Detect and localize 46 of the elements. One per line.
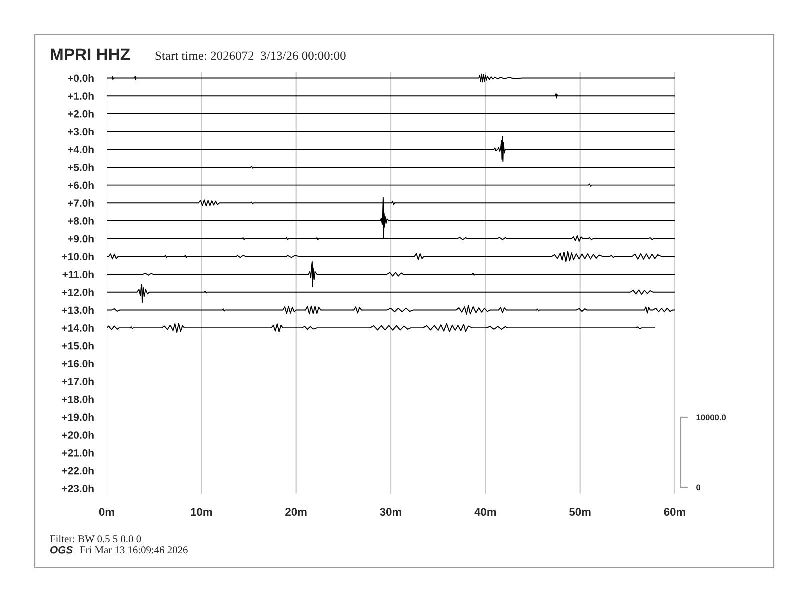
y-tick-label: +1.0h bbox=[68, 92, 94, 100]
y-tick-label: +8.0h bbox=[68, 217, 94, 225]
y-tick-label: +15.0h bbox=[62, 342, 94, 350]
line-series bbox=[107, 305, 675, 315]
y-tick-label: +16.0h bbox=[62, 360, 94, 368]
y-tick-label: +14.0h bbox=[62, 324, 94, 332]
y-tick-label: +12.0h bbox=[62, 288, 94, 296]
y-tick-label: +10.0h bbox=[62, 252, 94, 261]
x-tick-label: 30m bbox=[380, 508, 402, 516]
y-tick-label: +5.0h bbox=[68, 164, 94, 172]
x-tick-label: 0m bbox=[99, 508, 114, 516]
line-series bbox=[107, 284, 675, 304]
text: Filter: BW 0.5 5 0.0 0 bbox=[50, 535, 142, 543]
line-series bbox=[107, 197, 675, 238]
y-tick-label: +17.0h bbox=[62, 378, 94, 386]
y-tick-label: +2.0h bbox=[68, 110, 94, 118]
chart-title: MPRI HHZ bbox=[51, 48, 130, 60]
x-tick-label: 50m bbox=[570, 508, 591, 516]
y-tick-label: +13.0h bbox=[62, 306, 94, 314]
y-tick-label: +23.0h bbox=[62, 484, 94, 493]
y-tick-label: +21.0h bbox=[62, 449, 94, 457]
line-series bbox=[107, 136, 675, 163]
y-tick-label: +6.0h bbox=[68, 182, 94, 190]
y-tick-label: +19.0h bbox=[62, 414, 94, 422]
y-tick-label: +7.0h bbox=[68, 199, 94, 208]
line-series bbox=[107, 251, 675, 262]
y2-tick-label: 10000.0 bbox=[696, 414, 726, 421]
x-tick-label: 40m bbox=[474, 508, 496, 516]
chart-subtitle: Start time: 2026072 3/13/26 00:00:00 bbox=[156, 52, 346, 60]
y-tick-label: +0.0h bbox=[68, 74, 94, 82]
y-tick-label: +3.0h bbox=[68, 128, 94, 136]
y-tick-label: +11.0h bbox=[62, 270, 94, 278]
y-tick-label: +18.0h bbox=[62, 396, 94, 404]
line-series bbox=[107, 262, 675, 288]
y-tick-label: +4.0h bbox=[68, 146, 94, 154]
line-series bbox=[107, 74, 675, 83]
x-tick-label: 10m bbox=[191, 508, 212, 516]
x-tick-label: 60m bbox=[664, 508, 686, 516]
y2-tick-label: 0 bbox=[696, 484, 701, 491]
y-tick-label: +20.0h bbox=[62, 431, 94, 439]
y-tick-label: +22.0h bbox=[62, 467, 94, 475]
y-tick-label: +9.0h bbox=[68, 235, 94, 243]
line-series bbox=[107, 323, 656, 333]
text: Fri Mar 13 16:09:46 2026 bbox=[80, 546, 188, 554]
text: OGS bbox=[50, 546, 74, 554]
x-tick-label: 20m bbox=[286, 508, 307, 516]
